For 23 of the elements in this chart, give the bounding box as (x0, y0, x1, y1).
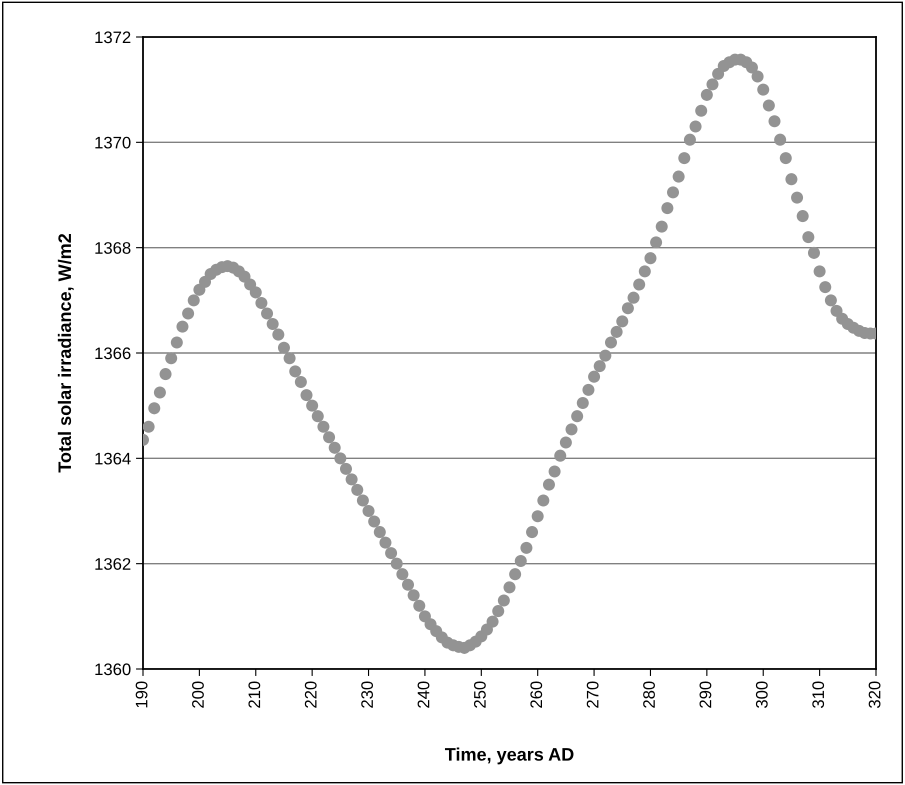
y-tick-label: 1360 (95, 663, 131, 676)
x-tick-label: 260 (530, 681, 542, 708)
y-tick-label: 1368 (95, 242, 130, 254)
y-tick-label: 1364 (95, 452, 131, 465)
y-tick-label: 1362 (95, 558, 130, 570)
x-tick-label: 300 (756, 681, 768, 708)
x-tick-label: 220 (304, 681, 317, 708)
x-tick-label: 280 (643, 681, 655, 708)
x-tick-label: 290 (700, 681, 712, 708)
x-tick-label: 230 (361, 681, 374, 708)
x-tick-label: 250 (474, 681, 486, 708)
y-tick-label: 1372 (95, 31, 130, 44)
x-axis-title: Time, years AD (444, 748, 574, 764)
x-tick-label: 190 (136, 681, 148, 708)
y-tick-label: 1366 (95, 347, 130, 360)
x-tick-label: 310 (812, 681, 824, 708)
x-tick-label: 270 (586, 681, 599, 708)
x-tick-label: 320 (868, 681, 880, 708)
x-tick-label: 240 (418, 681, 430, 708)
x-tick-label: 210 (248, 681, 260, 708)
y-axis-title: Total solar irradiance, W/m2 (58, 234, 74, 473)
x-tick-label: 200 (192, 681, 204, 708)
y-tick-label: 1370 (95, 136, 131, 149)
